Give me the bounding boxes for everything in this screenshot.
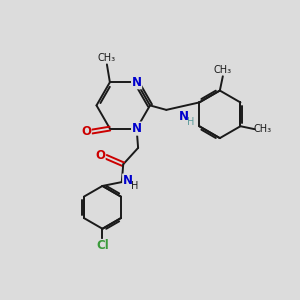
Text: Cl: Cl — [96, 239, 109, 253]
Text: N: N — [132, 122, 142, 135]
Text: CH₃: CH₃ — [98, 53, 116, 63]
Text: CH₃: CH₃ — [254, 124, 272, 134]
Text: N: N — [132, 76, 142, 89]
Text: N: N — [179, 110, 189, 123]
Text: H: H — [130, 181, 138, 190]
Text: H: H — [187, 117, 194, 127]
Text: O: O — [81, 125, 91, 138]
Text: CH₃: CH₃ — [214, 65, 232, 75]
Text: O: O — [95, 149, 105, 162]
Text: N: N — [123, 174, 133, 187]
